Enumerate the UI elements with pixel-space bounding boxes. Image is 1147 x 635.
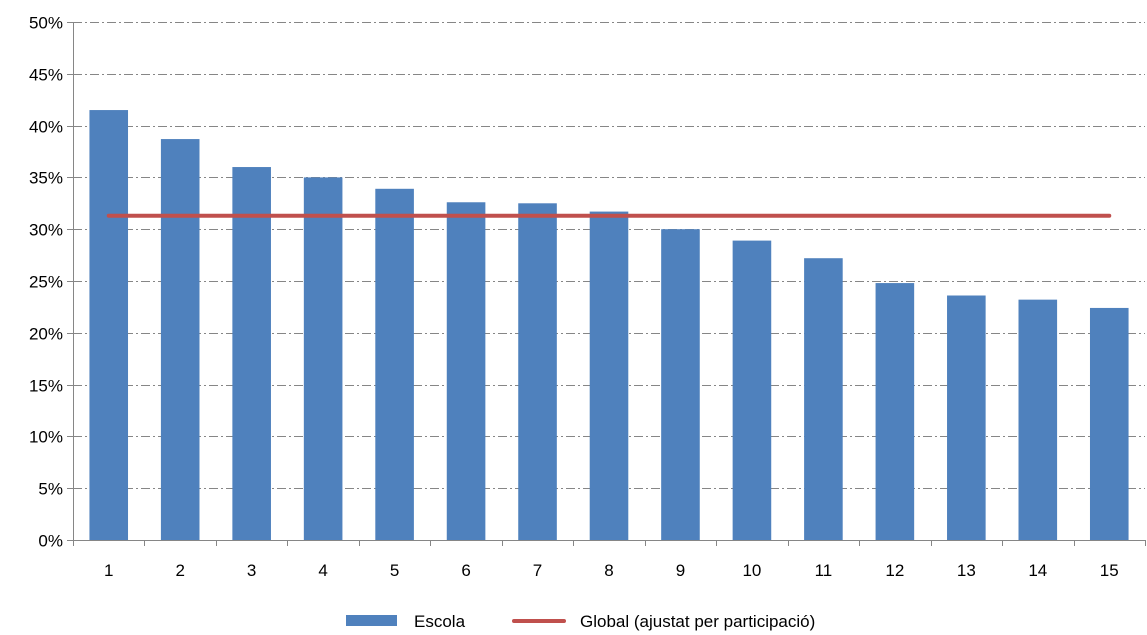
- bar: [947, 295, 986, 540]
- x-tick-label: 10: [742, 561, 761, 580]
- legend: Escola Global (ajustat per participació): [346, 612, 815, 631]
- axes: [67, 22, 1146, 546]
- x-tick-label: 2: [175, 561, 184, 580]
- bar: [446, 202, 486, 540]
- legend-label-escola: Escola: [414, 612, 466, 631]
- bar: [1089, 307, 1129, 540]
- bar: [518, 203, 557, 541]
- y-tick-label: 10%: [29, 428, 63, 447]
- x-tick-label: 13: [957, 561, 976, 580]
- x-tick-label: 8: [604, 561, 613, 580]
- bar: [89, 110, 129, 540]
- bar: [1018, 299, 1058, 540]
- bar: [303, 177, 343, 540]
- x-tick-label: 12: [885, 561, 904, 580]
- x-tick-label: 15: [1100, 561, 1119, 580]
- y-tick-label: 50%: [29, 14, 63, 33]
- bar: [160, 139, 200, 540]
- y-tick-label: 15%: [29, 377, 63, 396]
- bar: [732, 240, 772, 540]
- y-tick-label: 25%: [29, 273, 63, 292]
- x-tick-label: 3: [247, 561, 256, 580]
- bar: [232, 167, 271, 541]
- x-tick-label: 14: [1028, 561, 1047, 580]
- y-tick-label: 45%: [29, 66, 63, 85]
- bar: [804, 258, 843, 540]
- x-tick-label: 9: [676, 561, 685, 580]
- y-tick-label: 30%: [29, 221, 63, 240]
- x-tick-label: 7: [533, 561, 542, 580]
- x-tick-label: 11: [815, 561, 833, 580]
- bar: [875, 283, 915, 540]
- y-axis-tick-labels: 0% 5% 10% 15% 20% 25% 30% 35% 40% 45% 50%: [29, 14, 63, 551]
- x-tick-label: 4: [318, 561, 327, 580]
- x-tick-label: 6: [461, 561, 470, 580]
- legend-swatch-escola: [346, 615, 397, 626]
- y-tick-label: 35%: [29, 169, 63, 188]
- bars: [89, 110, 1129, 541]
- y-tick-label: 0%: [38, 532, 63, 551]
- x-tick-label: 1: [104, 561, 113, 580]
- bar: [375, 188, 414, 540]
- y-tick-label: 5%: [38, 480, 63, 499]
- y-tick-label: 40%: [29, 118, 63, 137]
- y-tick-label: 20%: [29, 325, 63, 344]
- bar: [661, 229, 700, 540]
- x-axis-tick-labels: 1 2 3 4 5 6 7 8 9 10 11 12 13 14 15: [104, 561, 1119, 580]
- legend-label-global: Global (ajustat per participació): [580, 612, 815, 631]
- bar: [589, 211, 629, 540]
- x-tick-label: 5: [390, 561, 399, 580]
